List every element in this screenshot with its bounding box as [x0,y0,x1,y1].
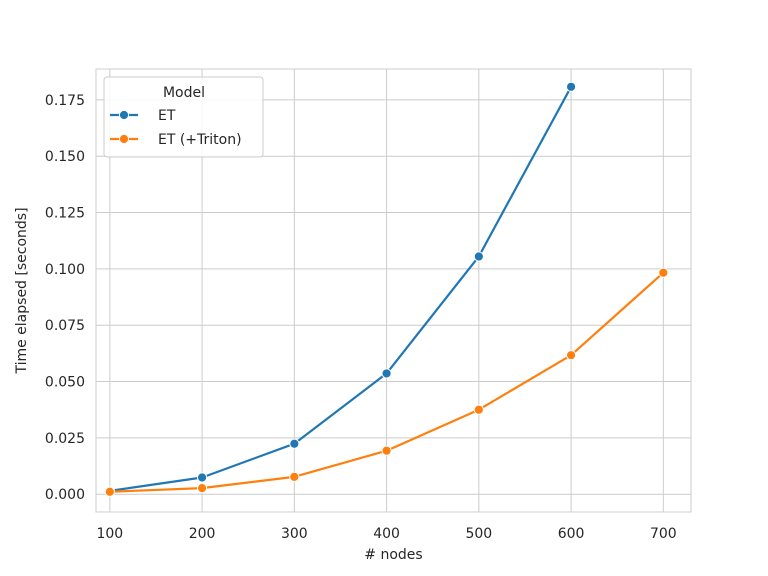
x-tick-label: 100 [96,526,123,542]
series-line [108,85,573,492]
legend-label: ET [158,108,176,124]
data-point [473,404,484,415]
data-point [196,483,208,494]
data-point [289,438,300,449]
x-tick-label: 600 [558,526,585,542]
x-tick-label: 200 [189,526,216,542]
x-tick-label: 500 [465,526,492,542]
legend-marker [118,109,130,121]
legend-item: ET [110,108,176,124]
x-tick-label: 400 [373,526,400,542]
legend-title: Model [163,85,205,101]
legend-box [103,76,264,158]
y-tick-label: 0.050 [45,375,85,391]
data-point [565,350,577,361]
legend-label: ET (+Triton) [158,132,242,148]
legend-marker [118,133,130,145]
y-tick-labels: 0.000 0.025 0.050 0.075 0.100 0.125 0.150 0.175 [45,93,85,503]
data-point [565,81,577,92]
x-tick-labels: 100 200 300 400 500 600 700 [96,526,676,542]
data-point [381,368,392,379]
x-axis-label: # nodes [364,547,422,563]
grid [96,69,691,512]
data-point [289,471,300,482]
y-tick-label: 0.000 [45,487,85,503]
y-tick-label: 0.025 [45,431,85,447]
data-point [196,472,208,483]
data-point [104,486,115,497]
data-point [381,445,392,456]
y-tick-label: 0.150 [45,149,85,165]
legend-items: ET ET (+Triton) [110,108,242,148]
y-tick-label: 0.075 [45,318,85,334]
x-tick-label: 700 [650,526,677,542]
series-1 [104,267,669,497]
y-tick-label: 0.175 [45,93,85,109]
data-point [658,267,669,278]
series-layer [104,81,669,497]
y-tick-label: 0.125 [45,206,85,222]
legend-item: ET (+Triton) [110,132,242,148]
plot-frame [95,68,692,513]
x-tick-label: 300 [281,526,308,542]
y-axis-label: Time elapsed [seconds] [14,207,30,374]
y-tick-label: 0.100 [45,262,85,278]
legend: Model ET ET (+Triton) [103,76,264,158]
data-point [473,251,484,262]
